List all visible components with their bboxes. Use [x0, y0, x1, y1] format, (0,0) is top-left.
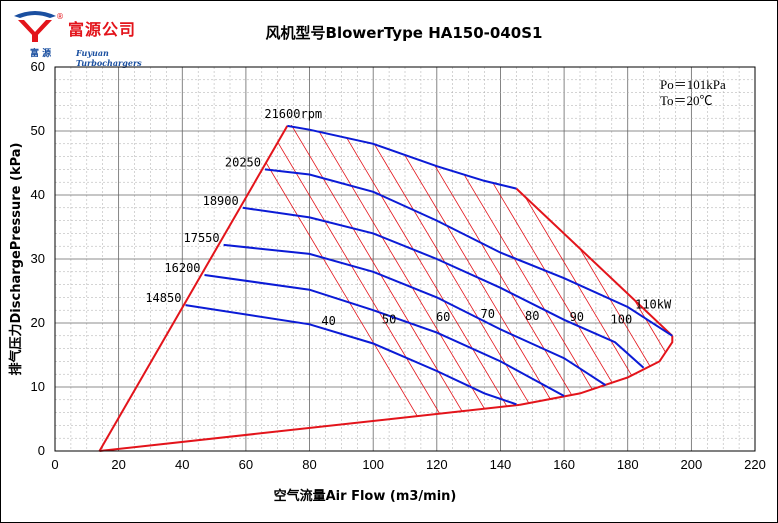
- x-tick-label: 20: [111, 457, 125, 472]
- speed-label-4: 16200: [164, 261, 200, 275]
- power-line: [644, 124, 673, 439]
- logo-emblem-icon: [14, 11, 56, 42]
- power-label-7: 110kW: [635, 297, 672, 311]
- y-tick-label: 0: [38, 443, 45, 458]
- speed-lines: [185, 124, 673, 406]
- power-line: [239, 124, 431, 439]
- speed-line-5: [185, 304, 517, 406]
- x-axis-title: 空气流量Air Flow (m3/min): [274, 488, 457, 504]
- y-axis-title: 排气压力DischargePressure (kPa): [8, 143, 24, 376]
- power-label-3: 70: [481, 307, 495, 321]
- condition-to: To＝20℃: [660, 93, 713, 108]
- x-tick-label: 200: [681, 457, 703, 472]
- power-lines: [239, 124, 673, 439]
- power-line: [406, 124, 598, 439]
- grid: [54, 66, 756, 452]
- envelope: [98, 125, 674, 452]
- speed-line-4: [204, 274, 565, 397]
- power-line: [549, 124, 673, 439]
- speed-line-3: [223, 243, 607, 386]
- choke-curve: [519, 335, 674, 406]
- x-tick-label: 40: [175, 457, 189, 472]
- power-label-1: 50: [382, 313, 396, 327]
- y-tick-label: 30: [31, 251, 45, 266]
- power-line: [477, 124, 670, 439]
- power-line: [453, 124, 646, 439]
- speed-label-0: 21600rpm: [264, 107, 322, 121]
- chart-title: 风机型号BlowerType HA150-040S1: [265, 24, 543, 42]
- y-tick-label: 20: [31, 315, 45, 330]
- speed-label-2: 18900: [203, 194, 239, 208]
- speed-line-1: [264, 168, 673, 337]
- power-line: [597, 124, 673, 439]
- logo-registered-mark: ®: [56, 12, 64, 21]
- min-flow-line: [99, 403, 520, 452]
- x-tick-label: 80: [302, 457, 316, 472]
- y-tick-label: 60: [31, 59, 45, 74]
- power-line: [263, 124, 455, 439]
- ticks: 0 20 40 60 80 100 120 140 160 180 200 220 0 10 20 30 40 5…: [31, 59, 766, 472]
- x-tick-label: 180: [617, 457, 639, 472]
- company-logo: ® 富源公司 富 源 Fuyuan Turbochargers: [10, 8, 170, 68]
- speed-line-2: [242, 206, 645, 369]
- power-line: [501, 124, 673, 439]
- x-tick-label: 140: [490, 457, 512, 472]
- logo-english-name: Fuyuan Turbochargers: [76, 48, 142, 68]
- logo-chinese-small: 富 源: [30, 49, 52, 59]
- speed-line-0: [287, 124, 517, 190]
- x-tick-label: 220: [744, 457, 766, 472]
- condition-po: Po＝101kPa: [660, 77, 726, 92]
- power-label-0: 40: [321, 314, 335, 328]
- x-tick-label: 0: [51, 457, 58, 472]
- power-label-2: 60: [436, 310, 450, 324]
- x-tick-label: 60: [239, 457, 253, 472]
- logo-chinese-name: 富源公司: [68, 20, 137, 39]
- power-line: [358, 124, 551, 439]
- x-tick-label: 160: [553, 457, 575, 472]
- power-line: [573, 124, 673, 439]
- speed-label-5: 14850: [145, 291, 181, 305]
- surge-line: [98, 125, 289, 452]
- y-tick-label: 10: [31, 379, 45, 394]
- power-line: [430, 124, 622, 439]
- x-tick-label: 120: [426, 457, 448, 472]
- power-label-4: 80: [525, 309, 539, 323]
- speed-label-3: 17550: [184, 231, 220, 245]
- power-line: [334, 124, 527, 439]
- speed-label-1: 20250: [225, 155, 261, 169]
- labels: 21600rpm 20250 18900 17550 16200 14850 40 50 60 7…: [145, 107, 672, 328]
- power-line: [286, 124, 479, 439]
- max-power-line: [515, 187, 673, 337]
- x-tick-label: 100: [362, 457, 384, 472]
- power-label-5: 90: [570, 310, 584, 324]
- power-label-6: 100: [611, 313, 633, 327]
- plot-border: [54, 66, 756, 452]
- y-tick-label: 40: [31, 187, 45, 202]
- power-line: [310, 124, 503, 439]
- y-tick-label: 50: [31, 123, 45, 138]
